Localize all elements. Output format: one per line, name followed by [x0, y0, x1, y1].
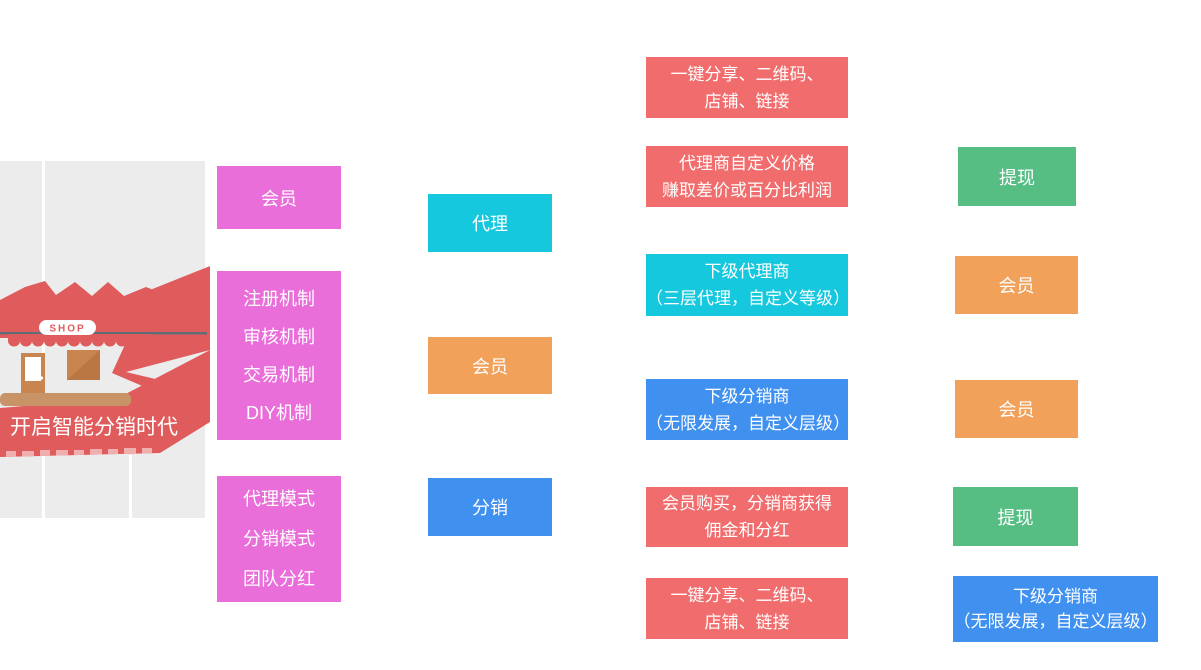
box-line: （三层代理，自定义等级）: [646, 289, 850, 308]
box-label: 提现: [999, 167, 1035, 188]
box-label: 提现: [997, 507, 1034, 528]
shop-illustration-svg: SHOP 开启智能分销时代: [0, 161, 210, 518]
shop-door-panel: [25, 357, 41, 381]
shop-sign-pill: [39, 320, 96, 335]
box-line: 注册机制: [243, 288, 315, 309]
awning-scallops: [8, 334, 152, 347]
box-line: DIY机制: [245, 402, 312, 423]
shop-sign-label: SHOP: [49, 324, 85, 335]
share-box-bottom: 一键分享、二维码、 店铺、链接: [646, 578, 848, 639]
box-label: 分销: [472, 498, 508, 518]
member-box-right-2: 会员: [955, 380, 1078, 438]
box-line: 店铺、链接: [704, 91, 790, 111]
box-line: 赚取差价或百分比利润: [662, 180, 832, 200]
box-line: （无限发展，自定义层级）: [953, 612, 1158, 631]
agent-box: 代理: [428, 194, 552, 252]
withdraw-box-bottom: 提现: [953, 487, 1078, 546]
member-box-mid: 会员: [428, 337, 552, 394]
member-purchase-box: 会员购买，分销商获得 佣金和分红: [646, 487, 848, 547]
box-line: 代理模式: [243, 489, 315, 509]
box-line: 交易机制: [243, 364, 315, 385]
box-line: 下级代理商: [704, 262, 790, 281]
shop-platform: [0, 393, 131, 406]
box-label: 会员: [998, 276, 1035, 296]
sub-distributor-box: 下级分销商 （无限发展，自定义层级）: [646, 379, 850, 440]
box-line: 一键分享、二维码、: [670, 585, 824, 605]
agent-pricing-box: 代理商自定义价格 赚取差价或百分比利润: [646, 146, 848, 207]
box-line: 分销模式: [243, 529, 315, 549]
box-label: 会员: [472, 356, 508, 377]
member-box-pink: 会员: [217, 166, 341, 229]
box-line: 下级分销商: [704, 386, 790, 406]
panel-divider-line-2: [129, 455, 132, 518]
distribution-box: 分销: [428, 478, 552, 536]
box-line: 团队分红: [243, 569, 315, 589]
box-line: 代理商自定义价格: [679, 153, 815, 173]
member-box-right-1: 会员: [955, 256, 1078, 314]
box-line: 佣金和分红: [704, 521, 790, 540]
box-line: 店铺、链接: [704, 612, 790, 632]
mechanisms-box: 注册机制 审核机制 交易机制 DIY机制: [217, 271, 341, 440]
box-line: 审核机制: [243, 326, 315, 347]
shop-illustration: SHOP 开启智能分销时代: [0, 160, 211, 540]
sub-agent-box: 下级代理商 （三层代理，自定义等级）: [646, 254, 850, 316]
modes-box: 代理模式 分销模式 团队分红: [217, 476, 341, 602]
awning-rod: [0, 332, 207, 335]
ribbon-title: 开启智能分销时代: [10, 416, 178, 439]
clipped-text-fragments: [6, 448, 152, 457]
share-box-top: 一键分享、二维码、 店铺、链接: [646, 57, 848, 118]
box-label: 会员: [261, 188, 297, 209]
box-line: 一键分享、二维码、: [670, 64, 824, 84]
box-label: 代理: [472, 214, 508, 234]
box-label: 会员: [998, 400, 1035, 420]
shop-window-shade: [67, 350, 100, 380]
sub-distributor-box-right: 下级分销商 （无限发展，自定义层级）: [953, 576, 1158, 642]
box-line: 下级分销商: [1013, 587, 1098, 606]
box-line: （无限发展，自定义层级）: [646, 413, 850, 433]
withdraw-box-top: 提现: [958, 147, 1076, 206]
box-line: 会员购买，分销商获得: [662, 494, 832, 513]
door-handle: [39, 376, 44, 380]
